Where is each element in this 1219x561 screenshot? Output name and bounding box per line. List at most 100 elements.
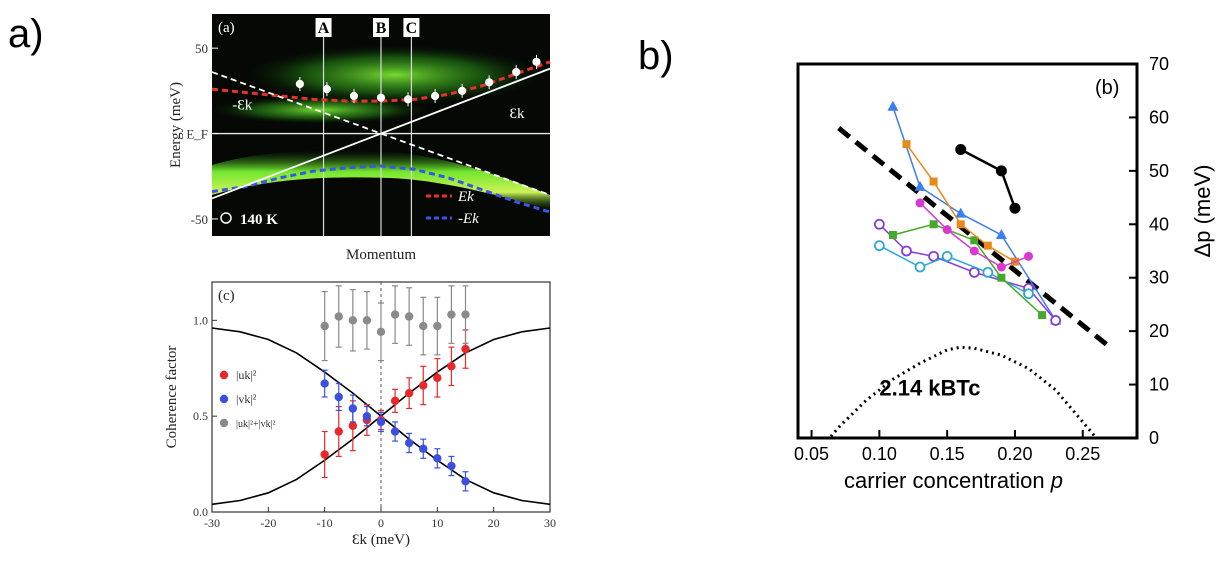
b-xtick-label: 0.25: [1065, 444, 1100, 464]
marker-magenta-circ: [915, 198, 925, 208]
heatmap-band-upper: [245, 45, 545, 105]
curve-label-minus-epsilon: -Ɛk: [232, 98, 253, 114]
point-|uk|²: [348, 421, 358, 430]
point-|uk|²: [419, 381, 428, 390]
c-ytick-label: 1.0: [193, 313, 208, 327]
point-|vk|²: [433, 454, 442, 463]
c-ytick-label: 0.5: [193, 409, 208, 423]
point-|vk|²: [404, 438, 414, 448]
legend-temperature: 140 K: [240, 212, 278, 228]
panel-a-tag: (a): [218, 20, 235, 36]
panel-b-tag: (b): [1095, 77, 1119, 99]
panel-c-coherence: -30 -20 -10 0 10 20 30 0.0 0.5 1.0 (c) |uk|² |vk|² |u…: [164, 281, 556, 548]
point-|uk|²: [447, 362, 456, 371]
legend-text-0: |uk|²: [236, 368, 257, 382]
a-xlabel: Momentum: [346, 247, 416, 263]
point-|uk|²+|vk|²: [362, 316, 372, 325]
marker-purple-open: [928, 250, 939, 262]
a-data-point: [376, 93, 386, 102]
point-|vk|²: [362, 411, 372, 421]
point-|vk|²: [447, 461, 456, 471]
marker-cyan-open: [941, 250, 953, 262]
point-|uk|²+|vk|²: [390, 310, 400, 319]
point-|vk|²: [376, 417, 386, 427]
marker-orange-sq: [956, 220, 965, 229]
a-ytick-label: E_F: [186, 127, 208, 142]
marker-magenta-circ: [969, 246, 979, 256]
point-|uk|²+|vk|²: [376, 327, 386, 337]
legend-dot-2: [219, 418, 229, 428]
marker-orange-sq: [902, 140, 911, 149]
legend-open-circle: [220, 212, 232, 224]
c-xtick-label: -10: [317, 516, 333, 530]
marker-magenta-circ: [1024, 251, 1034, 261]
point-|vk|²: [419, 444, 428, 453]
curve-Ek: [211, 60, 551, 103]
a-data-point: [295, 79, 304, 89]
c-xtick-label: 10: [431, 516, 443, 530]
b-ytick-label: 0: [1149, 428, 1159, 448]
point-|uk|²+|vk|²: [447, 310, 456, 319]
point-|uk|²+|vk|²: [334, 312, 343, 321]
marker-black: [955, 143, 967, 155]
legend-dot-0: [219, 370, 229, 380]
point-|vk|²: [334, 392, 343, 402]
marker-blue-tri: [995, 228, 1007, 239]
point-|uk|²: [404, 388, 414, 398]
marker-blue-tri: [887, 100, 899, 111]
marker-cyan-open: [914, 261, 926, 273]
b-xlabel: carrier concentration p: [844, 468, 1063, 493]
point-|uk|²: [461, 344, 470, 354]
point-|uk|²+|vk|²: [419, 321, 428, 331]
marker-black: [1009, 202, 1021, 214]
marker-black: [995, 165, 1007, 177]
marker-purple-open: [968, 266, 980, 278]
curve-label-epsilon: Ɛk: [509, 106, 525, 122]
panel-c-tag: (c): [218, 288, 235, 304]
panel-label-a: a): [8, 12, 44, 56]
a-data-point: [322, 85, 332, 94]
legend-dot-1: [219, 394, 229, 404]
marker-orange-sq: [983, 241, 992, 250]
b-xlabel-variable: p: [1050, 468, 1063, 493]
marker-label-A: A: [318, 20, 330, 37]
marker-blue-tri: [955, 207, 967, 218]
curve--Ek: [211, 164, 551, 214]
marker-cyan-open: [873, 240, 885, 252]
b-ytick-label: 30: [1149, 268, 1169, 288]
legend-label-Ek: Ek: [457, 189, 474, 205]
a-data-point: [349, 91, 359, 101]
a-data-point: [512, 67, 521, 77]
point-|vk|²: [320, 379, 329, 388]
b-ytick-label: 40: [1149, 214, 1169, 234]
b-ytick-label: 10: [1149, 375, 1169, 395]
b-ylabel: Δp (meV): [1190, 165, 1215, 258]
marker-cyan-open: [1023, 288, 1034, 300]
marker-box-B: [373, 18, 389, 37]
legend-text-1: |vk|²: [236, 392, 257, 406]
b-xtick-label: 0.15: [930, 444, 965, 464]
annotation-kbtc: 2.14 kBTc: [879, 375, 980, 400]
marker-magenta-circ: [996, 262, 1006, 272]
legend-text-2: |uk|²+|vk|²: [236, 419, 276, 430]
point-|uk|²+|vk|²: [320, 321, 329, 331]
a-ytick-label: 50: [195, 41, 208, 56]
point-|uk|²+|vk|²: [404, 312, 414, 321]
a-data-point: [458, 86, 467, 95]
point-|vk|²: [461, 477, 470, 486]
marker-green-sq: [1038, 311, 1047, 320]
point-|uk|²: [320, 450, 329, 459]
a-data-point: [403, 95, 413, 104]
c-ytick-label: 0.0: [193, 505, 208, 519]
point-|uk|²: [334, 427, 343, 436]
a-ytick-label: -50: [191, 212, 208, 227]
c-xtick-label: -20: [260, 516, 276, 530]
marker-green-sq: [888, 230, 897, 239]
b-ytick-label: 20: [1149, 321, 1169, 341]
a-data-point: [430, 91, 440, 101]
a-data-point: [485, 78, 494, 87]
panel-label-b: b): [638, 34, 674, 78]
marker-magenta-circ: [942, 225, 952, 235]
b-xtick-label: 0.20: [997, 444, 1032, 464]
